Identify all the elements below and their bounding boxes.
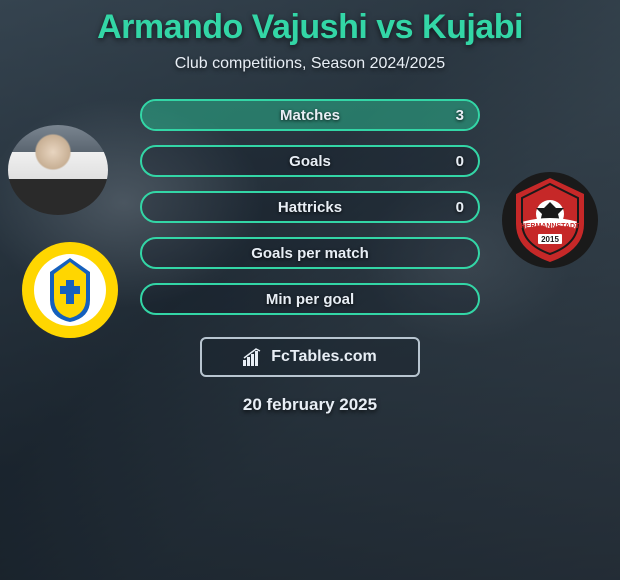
branding-box: FcTables.com: [200, 337, 420, 377]
branding-text: FcTables.com: [271, 348, 377, 366]
stat-label: Min per goal: [266, 291, 354, 308]
stat-value-right: 3: [456, 107, 464, 124]
stat-value-right: 0: [456, 199, 464, 216]
season-subtitle: Club competitions, Season 2024/2025: [175, 55, 445, 73]
club-badge-right: HERMANNSTADT 2015: [500, 170, 600, 270]
player-photo-left: [8, 125, 108, 215]
stat-row: Goals 0: [140, 145, 480, 177]
club-badge-left: [20, 240, 120, 340]
stat-label: Goals: [289, 153, 331, 170]
stat-label: Hattricks: [278, 199, 342, 216]
chart-icon: [243, 348, 265, 366]
svg-text:2015: 2015: [541, 235, 559, 244]
date-text: 20 february 2025: [243, 395, 377, 415]
stat-row: Min per goal: [140, 283, 480, 315]
stat-label: Matches: [280, 107, 340, 124]
stat-row: Matches 3: [140, 99, 480, 131]
stat-label: Goals per match: [251, 245, 369, 262]
stat-row: Goals per match: [140, 237, 480, 269]
stats-list: Matches 3 Goals 0 Hattricks 0 Goals per match M…: [140, 99, 480, 315]
svg-text:HERMANNSTADT: HERMANNSTADT: [521, 223, 580, 230]
comparison-title: Armando Vajushi vs Kujabi: [97, 8, 523, 47]
stat-row: Hattricks 0: [140, 191, 480, 223]
stat-value-right: 0: [456, 153, 464, 170]
